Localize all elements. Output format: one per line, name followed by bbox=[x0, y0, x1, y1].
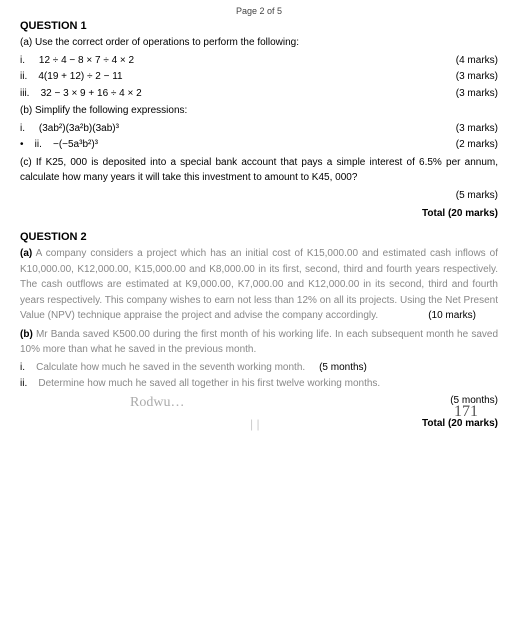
q2a-label: (a) bbox=[20, 248, 32, 259]
q2b-i-text: Calculate how much he saved in the seven… bbox=[36, 362, 305, 373]
q2b-i-marks: (5 months) bbox=[319, 362, 367, 373]
q1-title: QUESTION 1 bbox=[20, 20, 498, 32]
q1c-text: (c) If K25, 000 is deposited into a spec… bbox=[20, 155, 498, 186]
q1a-iii-marks: (3 marks) bbox=[456, 87, 498, 101]
q1c-marks: (5 marks) bbox=[456, 189, 498, 203]
q1b-i-expr: (3ab²)(3a²b)(3ab)³ bbox=[39, 123, 119, 134]
q2b-text: Mr Banda saved K500.00 during the first … bbox=[20, 329, 498, 356]
q1b-i-num: i. bbox=[20, 123, 25, 134]
q1b-ii-num: ii. bbox=[35, 139, 42, 150]
exam-page: Page 2 of 5 QUESTION 1 (a) Use the corre… bbox=[0, 0, 518, 449]
handwriting-b: 171 bbox=[454, 403, 478, 421]
handwriting-c: | | bbox=[250, 417, 260, 431]
q2b-ii-num: ii. bbox=[20, 378, 27, 389]
page-header: Page 2 of 5 bbox=[20, 6, 498, 16]
q2b-i: i. Calculate how much he saved in the se… bbox=[20, 361, 498, 375]
q2b: (b) Mr Banda saved K500.00 during the fi… bbox=[20, 327, 498, 358]
q1a-i: i. 12 ÷ 4 − 8 × 7 ÷ 4 × 2 (4 marks) bbox=[20, 54, 498, 68]
q2b-ii-marks-row: Rodwu… (5 months) bbox=[20, 394, 498, 413]
q1a-iii-expr: 32 − 3 × 9 + 16 ÷ 4 × 2 bbox=[41, 88, 142, 99]
q2b-ii-text: Determine how much he saved all together… bbox=[38, 378, 380, 389]
q1a-ii-expr: 4(19 + 12) ÷ 2 − 11 bbox=[38, 71, 122, 82]
q1a-ii-marks: (3 marks) bbox=[456, 70, 498, 84]
q1a-i-marks: (4 marks) bbox=[456, 54, 498, 68]
q1b-ii-marks: (2 marks) bbox=[456, 138, 498, 152]
q2a-text: A company considers a project which has … bbox=[20, 248, 498, 321]
q1b-i-marks: (3 marks) bbox=[456, 122, 498, 136]
q2a: (a) A company considers a project which … bbox=[20, 246, 498, 324]
q1b-i: i. (3ab²)(3a²b)(3ab)³ (3 marks) bbox=[20, 122, 498, 136]
q1a-prompt: (a) Use the correct order of operations … bbox=[20, 35, 498, 51]
q1b-ii-expr: −(−5a³b²)³ bbox=[53, 139, 98, 150]
q1a-ii: ii. 4(19 + 12) ÷ 2 − 11 (3 marks) bbox=[20, 70, 498, 84]
q2b-ii: ii. Determine how much he saved all toge… bbox=[20, 377, 498, 391]
handwriting-a: Rodwu… bbox=[130, 395, 184, 410]
q1b-ii: • ii. −(−5a³b²)³ (2 marks) bbox=[20, 138, 498, 152]
q2b-i-num: i. bbox=[20, 362, 25, 373]
q2-title: QUESTION 2 bbox=[20, 231, 498, 243]
q1a-i-expr: 12 ÷ 4 − 8 × 7 ÷ 4 × 2 bbox=[39, 55, 134, 66]
q1a-iii: iii. 32 − 3 × 9 + 16 ÷ 4 × 2 (3 marks) bbox=[20, 87, 498, 101]
q1-total: Total (20 marks) bbox=[20, 208, 498, 219]
q1a-iii-num: iii. bbox=[20, 88, 29, 99]
q1a-i-num: i. bbox=[20, 55, 25, 66]
q1c-marks-row: (5 marks) bbox=[20, 189, 498, 203]
q2b-label: (b) bbox=[20, 329, 33, 340]
q2a-marks: (10 marks) bbox=[428, 310, 476, 321]
q1b-prompt: (b) Simplify the following expressions: bbox=[20, 103, 498, 119]
q1a-ii-num: ii. bbox=[20, 71, 27, 82]
